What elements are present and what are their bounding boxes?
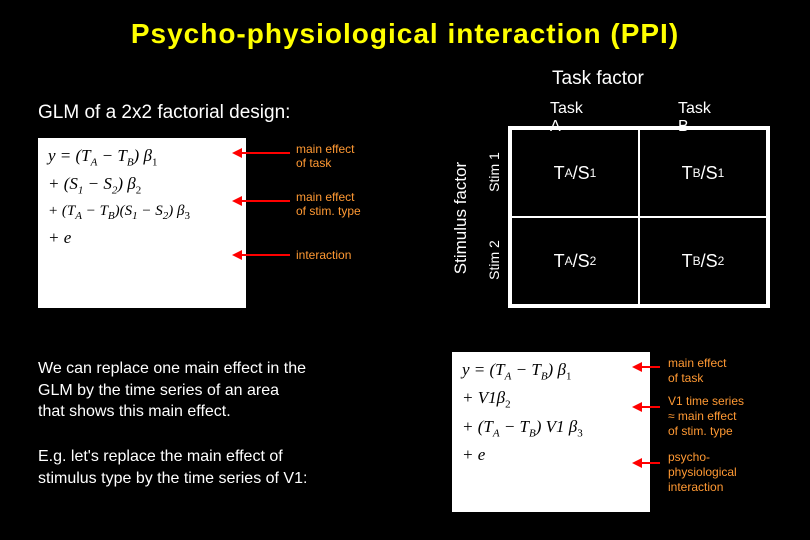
eq2-label-ppi: psycho-physiologicalinteraction — [668, 450, 737, 495]
row-header-1: Stim 1 — [486, 152, 502, 192]
eq2-line-1: y = (TA − TB) β1 — [462, 360, 640, 382]
row-header-2: Stim 2 — [486, 240, 502, 280]
glm-subtitle: GLM of a 2x2 factorial design: — [38, 102, 290, 124]
equation-box-1: y = (TA − TB) β1 + (S1 − S2) β2 + (TA − … — [38, 138, 246, 308]
stimulus-factor-header: Stimulus factor — [451, 162, 471, 274]
eq2-label-task: main effectof task — [668, 356, 726, 386]
grid: TA/S1 TB/S1 TA/S2 TB/S2 — [508, 126, 770, 308]
cell-a2: TA/S2 — [511, 217, 639, 305]
cell-a1: TA/S1 — [511, 129, 639, 217]
eq2-line-3: + (TA − TB) V1 β3 — [462, 417, 640, 439]
slide-title: Psycho-physiological interaction (PPI) — [0, 18, 810, 50]
eq2-line-4: + e — [462, 445, 640, 465]
eq1-line-2: + (S1 − S2) β2 — [48, 174, 236, 196]
cell-b2: TB/S2 — [639, 217, 767, 305]
eq1-line-4: + e — [48, 228, 236, 248]
body-paragraph-2: E.g. let's replace the main effect ofsti… — [38, 446, 408, 489]
cell-b1: TB/S1 — [639, 129, 767, 217]
eq2-line-2: + V1β2 — [462, 388, 640, 410]
eq2-label-v1: V1 time series≈ main effectof stim. type — [668, 394, 744, 439]
body-paragraph-1: We can replace one main effect in theGLM… — [38, 358, 408, 423]
task-factor-header: Task factor — [552, 68, 644, 90]
eq1-line-3: + (TA − TB)(S1 − S2) β3 — [48, 203, 236, 222]
equation-box-2: y = (TA − TB) β1 + V1β2 + (TA − TB) V1 β… — [452, 352, 650, 512]
eq1-line-1: y = (TA − TB) β1 — [48, 146, 236, 168]
